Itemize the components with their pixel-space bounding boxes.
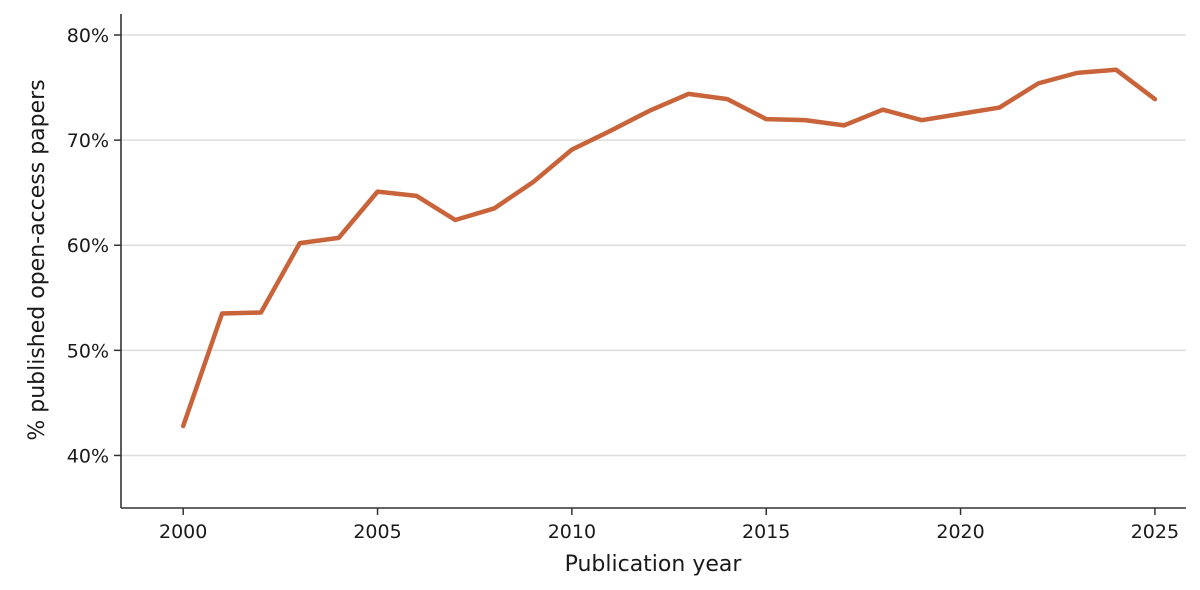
y-tick-label-50: 50% <box>67 340 109 362</box>
y-tick-label-60: 60% <box>67 235 109 257</box>
y-axis-ticks: 40% 50% 60% 70% 80% <box>67 25 121 467</box>
y-tick-label-80: 80% <box>67 25 109 47</box>
x-axis-label: Publication year <box>565 552 743 577</box>
x-tick-label-2005: 2005 <box>353 521 401 543</box>
x-tick-label-2020: 2020 <box>936 521 984 543</box>
grid-lines <box>121 34 1186 457</box>
y-tick-label-70: 70% <box>67 130 109 152</box>
series-layer <box>180 67 1158 429</box>
x-tick-label-2015: 2015 <box>742 521 790 543</box>
x-tick-label-2000: 2000 <box>159 521 207 543</box>
x-tick-label-2010: 2010 <box>548 521 596 543</box>
y-tick-label-40: 40% <box>67 445 109 467</box>
x-axis-ticks: 2000 2005 2010 2015 2020 2025 <box>159 508 1179 543</box>
axes <box>120 14 1186 509</box>
series-line-0 <box>180 67 1158 429</box>
y-axis-label: % published open-access papers <box>25 79 50 440</box>
x-tick-label-2025: 2025 <box>1131 521 1179 543</box>
